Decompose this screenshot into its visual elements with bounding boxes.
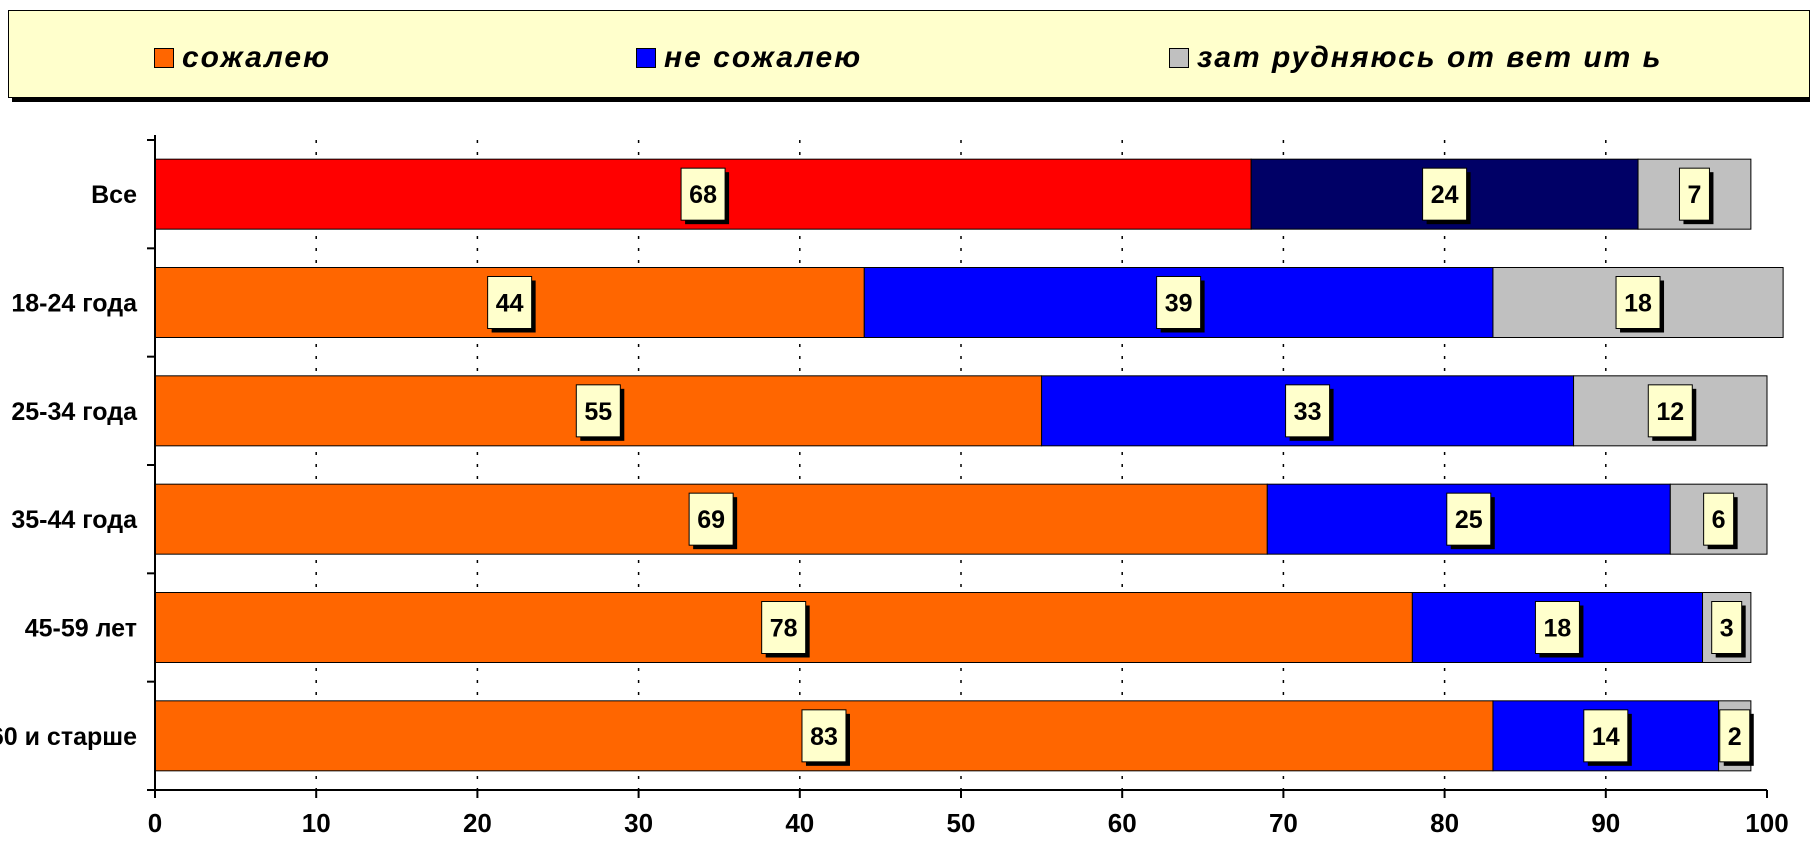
data-label: 6	[1712, 506, 1726, 534]
data-label: 3	[1720, 615, 1734, 643]
x-tick-label: 90	[1591, 808, 1620, 838]
data-label: 55	[584, 398, 612, 426]
data-label-box	[1678, 167, 1710, 221]
data-label-box	[1422, 167, 1468, 221]
x-tick-label: 10	[302, 808, 331, 838]
legend-item-undecided: зат рудняюсь от вет ит ь	[1169, 41, 1663, 75]
data-label: 2	[1728, 723, 1742, 751]
category-label: 25-34 года	[11, 398, 138, 426]
legend-label-regret: сожалею	[182, 41, 332, 74]
data-label: 39	[1165, 290, 1193, 318]
data-label: 44	[496, 290, 524, 318]
legend-swatch-no-regret	[636, 48, 656, 68]
data-label-box	[1446, 492, 1492, 546]
data-label: 14	[1592, 723, 1620, 751]
chart-legend: сожалею не сожалею зат рудняюсь от вет и…	[8, 10, 1810, 98]
data-label-box	[1156, 276, 1202, 329]
data-label: 18	[1624, 290, 1652, 318]
data-label-box	[688, 492, 734, 546]
data-label: 33	[1294, 398, 1322, 426]
data-label-box	[1719, 709, 1751, 763]
data-label-box	[575, 384, 621, 438]
category-label: 60 и старше	[0, 723, 137, 751]
data-label-box	[1285, 384, 1331, 438]
data-label: 12	[1656, 398, 1684, 426]
data-label-box	[1583, 709, 1629, 763]
data-label: 24	[1431, 181, 1459, 209]
legend-label-no-regret: не сожалею	[664, 41, 863, 74]
data-label-box	[1647, 384, 1693, 438]
x-tick-label: 80	[1430, 808, 1459, 838]
x-tick-label: 100	[1745, 808, 1788, 838]
category-label: 18-24 года	[11, 290, 138, 318]
x-tick-label: 60	[1108, 808, 1137, 838]
x-tick-label: 50	[947, 808, 976, 838]
data-label-box	[1615, 276, 1661, 329]
legend-label-undecided: зат рудняюсь от вет ит ь	[1197, 41, 1663, 74]
legend-swatch-undecided	[1169, 48, 1189, 68]
category-label: 45-59 лет	[25, 615, 137, 643]
data-label: 25	[1455, 506, 1483, 534]
data-label-box	[680, 167, 726, 221]
x-tick-label: 0	[148, 808, 162, 838]
data-label: 68	[689, 181, 717, 209]
data-label-box	[1711, 601, 1743, 654]
legend-swatch-regret	[154, 48, 174, 68]
legend-item-regret: сожалею	[154, 41, 331, 75]
data-label: 7	[1688, 181, 1702, 209]
x-tick-label: 70	[1269, 808, 1298, 838]
data-label-box	[1534, 601, 1580, 654]
data-label: 83	[810, 723, 838, 751]
data-label: 18	[1544, 615, 1572, 643]
legend-item-no-regret: не сожалею	[636, 41, 862, 75]
x-tick-label: 40	[785, 808, 814, 838]
data-label: 69	[697, 506, 725, 534]
x-tick-label: 30	[624, 808, 653, 838]
data-label-box	[1703, 492, 1735, 546]
data-label-box	[801, 709, 847, 763]
data-label-box	[761, 601, 807, 654]
category-label: Все	[91, 181, 137, 209]
x-tick-label: 20	[463, 808, 492, 838]
data-label: 78	[770, 615, 798, 643]
data-label-box	[487, 276, 533, 329]
category-label: 35-44 года	[11, 506, 138, 534]
